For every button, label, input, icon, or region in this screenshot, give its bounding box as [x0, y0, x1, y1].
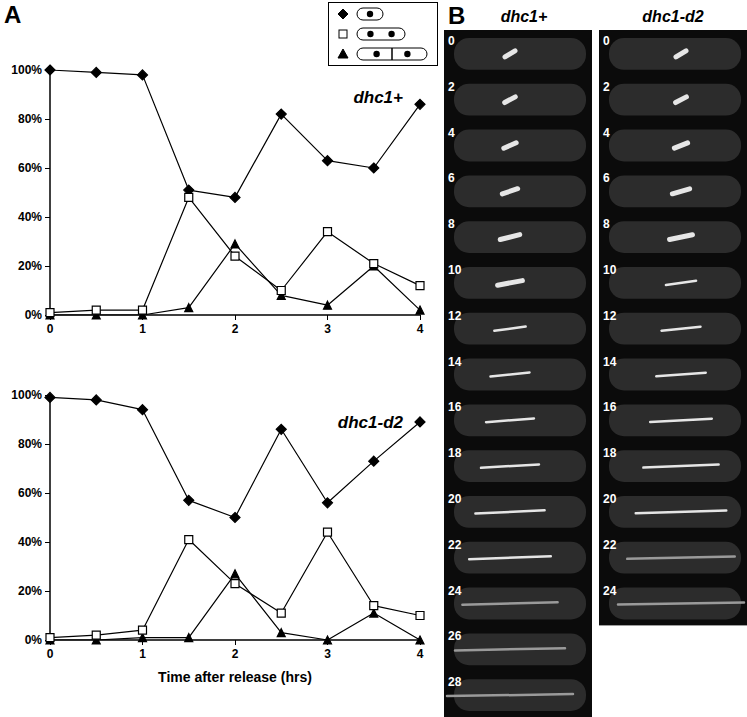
svg-text:26: 26: [448, 629, 462, 643]
svg-text:16: 16: [603, 400, 617, 414]
svg-text:1: 1: [139, 647, 146, 661]
svg-text:4: 4: [417, 322, 424, 336]
svg-text:6: 6: [603, 171, 610, 185]
svg-text:8: 8: [603, 217, 610, 231]
svg-text:3: 3: [324, 322, 331, 336]
svg-text:24: 24: [603, 584, 617, 598]
svg-text:24: 24: [448, 584, 462, 598]
svg-text:dhc1-d2: dhc1-d2: [642, 8, 703, 25]
svg-text:20%: 20%: [18, 584, 42, 598]
svg-text:Time after release (hrs): Time after release (hrs): [158, 669, 312, 685]
svg-text:0: 0: [448, 34, 455, 48]
svg-text:8: 8: [448, 217, 455, 231]
svg-text:28: 28: [448, 675, 462, 689]
svg-text:2: 2: [232, 647, 239, 661]
svg-text:20%: 20%: [18, 259, 42, 273]
svg-text:6: 6: [448, 171, 455, 185]
svg-text:16: 16: [448, 400, 462, 414]
svg-text:12: 12: [603, 309, 617, 323]
svg-text:0%: 0%: [25, 308, 43, 322]
svg-text:60%: 60%: [18, 486, 42, 500]
svg-text:20: 20: [448, 492, 462, 506]
svg-text:12: 12: [448, 309, 462, 323]
svg-text:3: 3: [324, 647, 331, 661]
svg-text:dhc1-d2: dhc1-d2: [338, 413, 404, 432]
svg-text:2: 2: [603, 80, 610, 94]
svg-text:22: 22: [448, 538, 462, 552]
svg-text:4: 4: [417, 647, 424, 661]
svg-text:14: 14: [448, 355, 462, 369]
svg-text:40%: 40%: [18, 210, 42, 224]
svg-text:10: 10: [603, 263, 617, 277]
svg-text:100%: 100%: [11, 388, 42, 402]
svg-text:4: 4: [448, 126, 455, 140]
svg-text:10: 10: [448, 263, 462, 277]
svg-text:dhc1+: dhc1+: [353, 88, 403, 107]
svg-text:4: 4: [603, 126, 610, 140]
svg-text:18: 18: [448, 446, 462, 460]
svg-text:A: A: [4, 1, 21, 28]
svg-text:0: 0: [47, 647, 54, 661]
svg-text:1: 1: [139, 322, 146, 336]
svg-text:80%: 80%: [18, 112, 42, 126]
svg-text:40%: 40%: [18, 535, 42, 549]
svg-text:60%: 60%: [18, 161, 42, 175]
svg-text:0%: 0%: [25, 633, 43, 647]
svg-text:80%: 80%: [18, 437, 42, 451]
svg-text:2: 2: [232, 322, 239, 336]
svg-text:22: 22: [603, 538, 617, 552]
svg-text:100%: 100%: [11, 63, 42, 77]
svg-text:B: B: [448, 2, 465, 29]
svg-text:18: 18: [603, 446, 617, 460]
svg-text:dhc1+: dhc1+: [501, 8, 548, 25]
svg-text:0: 0: [603, 34, 610, 48]
svg-text:14: 14: [603, 355, 617, 369]
svg-text:2: 2: [448, 80, 455, 94]
svg-text:20: 20: [603, 492, 617, 506]
svg-text:0: 0: [47, 322, 54, 336]
